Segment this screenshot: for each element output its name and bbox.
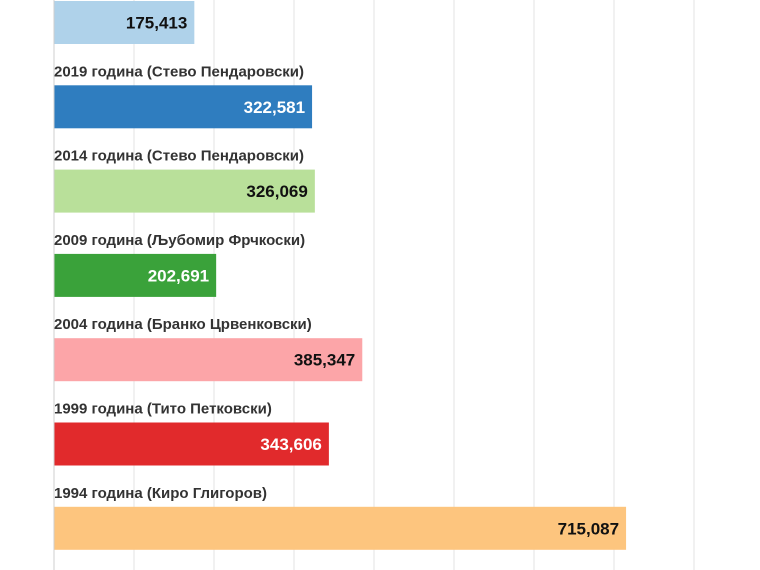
bar-group: 2014 година (Стево Пендаровски) 326,069: [54, 148, 315, 213]
bar: [54, 338, 363, 382]
value-label: 322,581: [244, 98, 305, 117]
bar: [54, 169, 315, 213]
bar-group: 1994 година (Киро Глигоров) 715,087: [54, 485, 627, 550]
bar: [54, 1, 195, 44]
value-label: 715,087: [558, 519, 619, 538]
value-label: 202,691: [148, 266, 209, 285]
bar: [54, 422, 329, 466]
bar: [54, 85, 313, 129]
value-label: 343,606: [260, 435, 321, 454]
category-label: 1999 година (Тито Петковски): [54, 401, 272, 418]
category-label: 1994 година (Киро Глигоров): [54, 485, 267, 502]
value-label: 326,069: [246, 182, 307, 201]
bar: [54, 253, 217, 297]
category-label: 2004 година (Бранко Црвенковски): [54, 316, 312, 333]
value-label: 385,347: [294, 351, 355, 370]
category-label: 2019 година (Стево Пендаровски): [54, 63, 304, 80]
category-label: 2014 година (Стево Пендаровски): [54, 148, 304, 165]
bar-group: 2009 година (Љубомир Фрчкоски) 202,691: [54, 232, 305, 297]
bar: [54, 506, 627, 550]
value-label: 175,413: [126, 14, 187, 33]
bar-group: 175,413: [54, 1, 195, 44]
bar-group: 2019 година (Стево Пендаровски) 322,581: [54, 63, 313, 129]
category-label: 2009 година (Љубомир Фрчкоски): [54, 232, 305, 249]
bar-group: 2004 година (Бранко Црвенковски) 385,347: [54, 316, 363, 382]
bar-group: 1999 година (Тито Петковски) 343,606: [54, 401, 329, 466]
